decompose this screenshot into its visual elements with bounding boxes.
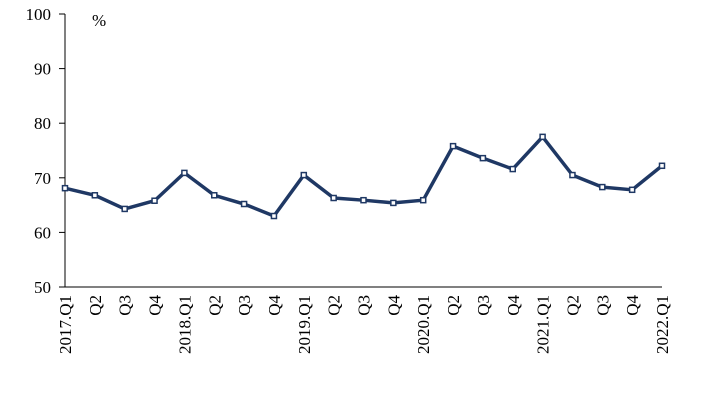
unit-label: % <box>92 11 106 30</box>
x-tick-label: Q2 <box>563 295 582 316</box>
y-tick-label: 70 <box>34 169 51 188</box>
x-tick-label: Q3 <box>474 295 493 316</box>
x-tick-label: Q2 <box>325 295 344 316</box>
data-point <box>61 184 69 192</box>
x-tick-label: 2021.Q1 <box>534 295 553 354</box>
y-tick-label: 80 <box>34 114 51 133</box>
data-point <box>330 194 337 202</box>
data-point <box>658 162 666 170</box>
data-point <box>599 183 606 191</box>
data-point <box>628 186 636 194</box>
data-point <box>240 200 248 208</box>
y-tick-label: 90 <box>34 60 51 79</box>
data-point <box>151 197 158 204</box>
x-tick-label: 2019.Q1 <box>295 295 314 354</box>
x-tick-label: Q4 <box>384 295 403 316</box>
data-point <box>121 205 128 213</box>
x-tick-label: Q4 <box>146 295 165 316</box>
y-tick-label: 100 <box>26 5 52 24</box>
x-tick-label: Q2 <box>86 295 105 316</box>
x-tick-label: Q3 <box>235 295 254 316</box>
x-tick-label: Q2 <box>444 295 463 316</box>
data-point <box>390 199 397 207</box>
data-point <box>569 171 576 179</box>
x-tick-label: Q4 <box>504 295 523 316</box>
x-tick-label: Q3 <box>593 295 612 316</box>
data-point <box>181 169 188 177</box>
x-tick-label: Q3 <box>116 295 135 316</box>
data-point <box>539 133 546 141</box>
x-tick-label: 2018.Q1 <box>175 295 194 354</box>
data-point <box>211 192 218 199</box>
data-point <box>479 154 487 162</box>
data-point <box>419 196 427 204</box>
data-point <box>300 171 308 179</box>
data-point <box>91 192 99 199</box>
x-tick-label: Q4 <box>623 295 642 316</box>
x-tick-label: 2020.Q1 <box>414 295 433 354</box>
x-tick-label: 2017.Q1 <box>56 295 75 354</box>
y-tick-label: 60 <box>34 223 51 242</box>
y-tick-label: 50 <box>34 278 51 297</box>
x-tick-label: 2022.Q1 <box>653 295 672 354</box>
data-point <box>449 142 457 150</box>
data-point <box>270 212 278 220</box>
x-tick-label: Q2 <box>205 295 224 316</box>
data-point <box>509 165 516 173</box>
x-tick-label: Q3 <box>355 295 374 316</box>
x-tick-label: Q4 <box>265 295 284 316</box>
data-point <box>360 196 367 204</box>
